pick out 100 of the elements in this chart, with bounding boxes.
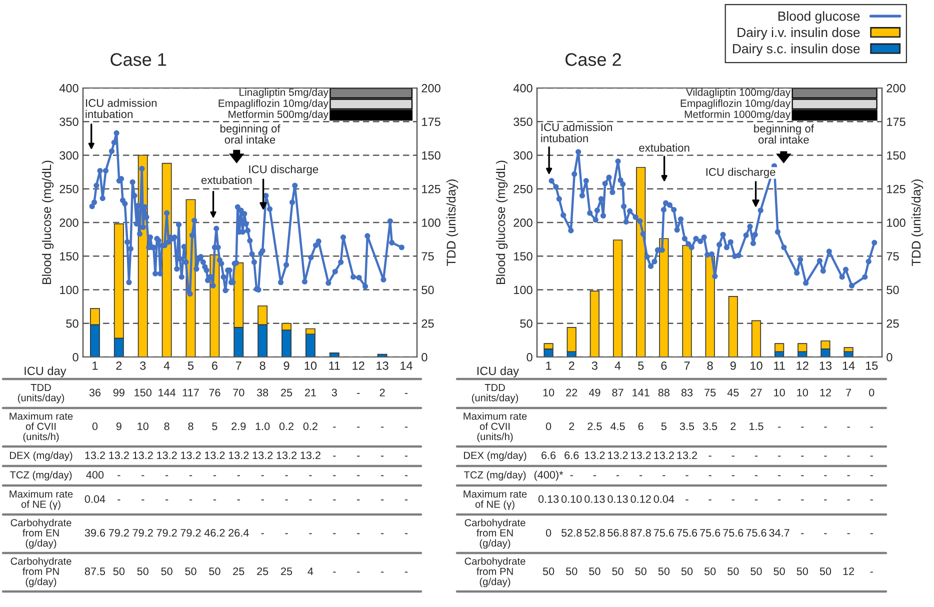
x-tick-label: 2: [568, 361, 574, 370]
text: 6.6: [564, 451, 579, 460]
bar: [844, 347, 854, 352]
text: Carbohydrate from PN (g/day): [464, 557, 526, 588]
text: 13.2: [300, 451, 320, 460]
text: 0: [546, 422, 552, 430]
text: 50: [635, 567, 646, 576]
text: -: [357, 572, 360, 573]
text: -: [801, 533, 804, 534]
y-tick-label: 250: [60, 184, 78, 194]
y2-tick-label: 100: [422, 218, 440, 227]
text: 13.2: [608, 451, 628, 460]
y-tick-label: 100: [514, 286, 532, 294]
bar: [751, 320, 762, 357]
y-tick-label: 50: [66, 319, 78, 328]
y2-tick-label: 175: [887, 118, 906, 126]
text: 70: [233, 388, 244, 396]
text: 0.04: [84, 495, 106, 503]
text: 25: [257, 567, 268, 576]
bar: [590, 290, 600, 357]
text: 150: [134, 388, 152, 396]
text: 13.2: [584, 451, 605, 460]
text: -: [333, 426, 336, 428]
text: -: [570, 475, 573, 476]
x-tick-label: 6: [212, 361, 218, 370]
x-axis-title: ICU day: [477, 366, 519, 378]
text: 5: [661, 422, 666, 430]
text: 400: [86, 470, 104, 479]
text: 75.6: [677, 528, 698, 537]
annotation: beginning of oral intake: [220, 124, 280, 144]
text: 52.8: [584, 528, 605, 537]
text: -: [708, 456, 712, 457]
text: -: [333, 572, 336, 573]
y2-axis-title: TDD (units/day): [911, 180, 924, 266]
chart-title: Case 1: [110, 53, 166, 66]
x-tick-label: 10: [304, 361, 317, 370]
text: 13.2: [276, 451, 297, 460]
text: 50: [774, 567, 785, 576]
x-tick-label: 12: [796, 361, 808, 370]
text: -: [380, 456, 384, 457]
x-tick-label: 6: [661, 361, 667, 370]
text: -: [640, 475, 642, 476]
text: 22: [566, 388, 578, 396]
text: -: [824, 426, 827, 428]
y-tick-label: 0: [526, 353, 532, 362]
chart-title: Case 2: [566, 53, 621, 66]
text: 50: [820, 567, 832, 576]
x-tick-label: 8: [707, 361, 713, 370]
y2-tick-label: 25: [422, 319, 434, 328]
text: 75.6: [654, 528, 674, 537]
text: 0.2: [303, 422, 318, 430]
x-tick-label: 1: [92, 362, 98, 370]
text: -: [754, 456, 758, 457]
text: -: [380, 475, 384, 476]
annotation: beginning of oral intake: [754, 124, 814, 144]
text: 46.2: [204, 528, 225, 537]
text: 87: [612, 388, 624, 396]
text: 38: [256, 388, 268, 396]
text: 141: [632, 388, 650, 396]
annotation: ICU admission intubation: [541, 122, 612, 142]
text: -: [847, 426, 850, 428]
y-tick-label: 350: [514, 118, 532, 126]
y2-tick-label: 50: [886, 286, 899, 294]
text: 1.0: [256, 422, 270, 430]
y2-tick-label: 75: [886, 252, 899, 261]
y-tick-label: 400: [59, 84, 78, 92]
legend-label: Blood glucose: [778, 11, 860, 24]
text: 50: [681, 567, 693, 576]
text: -: [824, 456, 827, 457]
text: -: [616, 475, 620, 476]
text: 2: [380, 388, 385, 396]
text: 75.6: [723, 528, 744, 537]
text: 13.2: [181, 451, 201, 460]
text: 79.2: [132, 528, 153, 537]
annotation: extubation: [201, 176, 252, 184]
y-tick-label: 0: [72, 353, 78, 362]
text: -: [309, 533, 312, 534]
text: -: [142, 475, 144, 476]
y2-tick-label: 200: [422, 84, 440, 92]
annotation: Empagliflozin 10mg/day: [680, 99, 791, 109]
text: -: [847, 533, 850, 534]
text: 50: [137, 567, 148, 576]
y2-tick-label: 150: [422, 151, 440, 160]
text: 50: [658, 567, 670, 576]
text: -: [380, 572, 384, 573]
text: 75.6: [746, 528, 766, 537]
text: -: [333, 475, 336, 476]
text: -: [404, 426, 408, 428]
text: 8: [164, 422, 170, 430]
y-axis-title: Blood glucose (mg/dL): [496, 160, 508, 284]
text: Maximum rate of CVII (units/h): [10, 412, 73, 442]
text: 79.2: [108, 528, 129, 537]
text: -: [708, 475, 712, 476]
text: -: [357, 533, 360, 534]
annotation: ICU discharge: [706, 168, 776, 178]
annotation: Linagliptin 5mg/day: [240, 88, 328, 98]
text: -: [686, 475, 688, 476]
text: 88: [658, 388, 670, 396]
text: 0.2: [279, 422, 294, 430]
y2-tick-label: 100: [887, 218, 906, 227]
